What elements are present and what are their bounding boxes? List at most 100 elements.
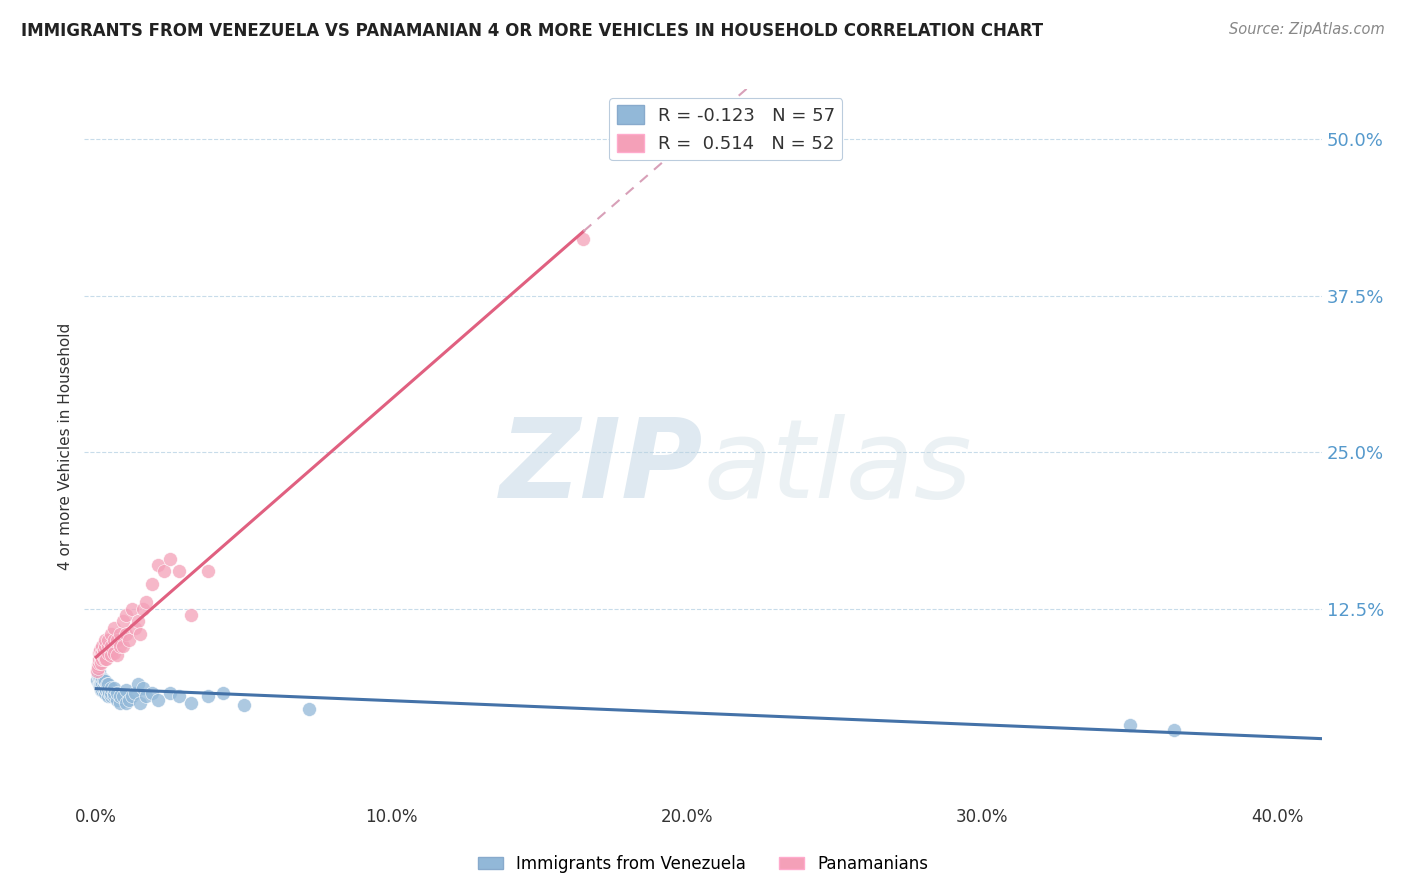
Point: [105, 633, 128, 648]
Point: [197, 564, 219, 578]
Point: [94, 640, 117, 654]
Point: [141, 685, 163, 699]
Point: [135, 595, 157, 609]
Point: [89, 643, 111, 657]
Point: [118, 633, 141, 648]
Point: [1118, 718, 1140, 732]
Point: [127, 614, 149, 628]
Point: [89, 658, 111, 673]
Point: [197, 690, 219, 704]
Point: [121, 601, 143, 615]
Point: [1163, 723, 1185, 738]
Point: [96, 677, 118, 691]
Point: [100, 690, 122, 704]
Point: [97, 677, 120, 691]
Point: [100, 648, 122, 662]
Point: [97, 633, 120, 648]
Point: [98, 685, 121, 699]
Point: [103, 685, 125, 699]
Text: IMMIGRANTS FROM VENEZUELA VS PANAMANIAN 4 OR MORE VEHICLES IN HOUSEHOLD CORRELAT: IMMIGRANTS FROM VENEZUELA VS PANAMANIAN …: [21, 22, 1043, 40]
Point: [91, 681, 114, 695]
Point: [121, 690, 143, 704]
Point: [167, 564, 190, 578]
Point: [114, 683, 136, 698]
Point: [159, 551, 181, 566]
Point: [89, 671, 111, 685]
Point: [105, 648, 128, 662]
Point: [91, 652, 114, 666]
Point: [97, 640, 120, 654]
Point: [93, 673, 115, 687]
Point: [90, 677, 112, 691]
Point: [129, 696, 152, 710]
Text: atlas: atlas: [703, 414, 972, 521]
Point: [124, 685, 146, 699]
Point: [114, 627, 136, 641]
Point: [87, 677, 110, 691]
Point: [212, 685, 235, 699]
Point: [87, 660, 110, 674]
Point: [114, 607, 136, 622]
Point: [90, 646, 112, 660]
Point: [153, 564, 176, 578]
Point: [167, 690, 190, 704]
Point: [180, 607, 202, 622]
Point: [94, 685, 117, 699]
Point: [90, 683, 112, 698]
Point: [103, 621, 125, 635]
Point: [148, 693, 170, 707]
Point: [108, 690, 131, 704]
Point: [91, 683, 114, 698]
Point: [97, 690, 120, 704]
Point: [108, 627, 131, 641]
Point: [89, 671, 111, 685]
Point: [94, 652, 117, 666]
Point: [90, 656, 112, 670]
Point: [86, 658, 108, 673]
Point: [132, 681, 155, 695]
Point: [91, 648, 114, 662]
Point: [103, 681, 125, 695]
Point: [91, 640, 114, 654]
Point: [89, 665, 111, 679]
Legend: R = -0.123   N = 57, R =  0.514   N = 52: R = -0.123 N = 57, R = 0.514 N = 52: [609, 98, 842, 161]
Point: [89, 648, 111, 662]
Point: [103, 690, 125, 704]
Point: [94, 674, 117, 689]
Point: [94, 652, 117, 666]
Point: [94, 683, 117, 698]
Point: [91, 671, 114, 685]
Point: [103, 633, 125, 648]
Point: [111, 640, 134, 654]
Point: [129, 627, 152, 641]
Point: [105, 693, 128, 707]
Point: [135, 690, 157, 704]
Y-axis label: 4 or more Vehicles in Household: 4 or more Vehicles in Household: [58, 322, 73, 570]
Point: [111, 690, 134, 704]
Text: Source: ZipAtlas.com: Source: ZipAtlas.com: [1229, 22, 1385, 37]
Point: [124, 621, 146, 635]
Point: [103, 646, 125, 660]
Text: ZIP: ZIP: [499, 414, 703, 521]
Point: [87, 668, 110, 682]
Point: [91, 646, 114, 660]
Point: [100, 681, 122, 695]
Point: [97, 683, 120, 698]
Point: [86, 665, 108, 679]
Point: [232, 698, 254, 713]
Point: [93, 643, 115, 657]
Point: [298, 702, 321, 716]
Point: [114, 696, 136, 710]
Point: [127, 677, 149, 691]
Point: [90, 673, 112, 687]
Point: [148, 558, 170, 572]
Point: [89, 677, 111, 691]
Point: [90, 652, 112, 666]
Point: [132, 601, 155, 615]
Point: [572, 232, 595, 246]
Point: [108, 640, 131, 654]
Point: [111, 614, 134, 628]
Point: [108, 696, 131, 710]
Legend: Immigrants from Venezuela, Panamanians: Immigrants from Venezuela, Panamanians: [471, 848, 935, 880]
Point: [89, 677, 111, 691]
